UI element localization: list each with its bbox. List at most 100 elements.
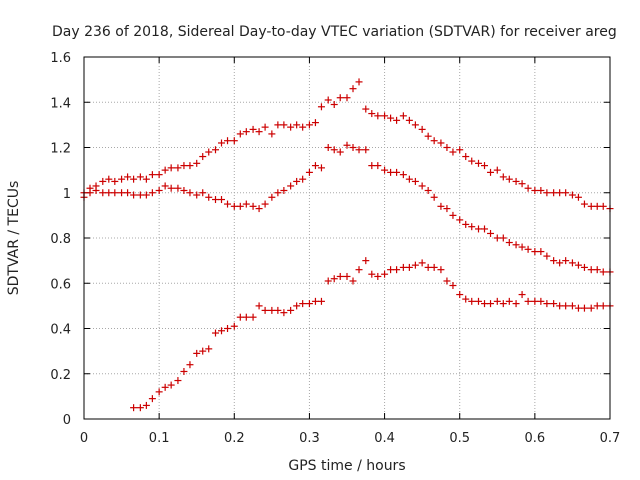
y-tick-label: 1.4 [50,96,71,111]
data-point [430,137,438,145]
data-point [437,202,445,210]
data-point [124,189,132,197]
data-point [411,261,419,269]
data-point [475,225,482,233]
data-point [481,225,489,233]
data-point [475,159,482,167]
data-point [180,186,188,194]
y-tick-label: 1.2 [50,142,71,157]
data-point [411,121,419,129]
data-point [268,130,276,138]
data-point [136,404,144,412]
data-point [193,159,201,167]
data-point [468,157,476,165]
series-middle [80,141,614,276]
data-point [399,171,407,179]
data-point [205,193,213,201]
data-point [349,144,357,151]
data-point [368,270,376,278]
data-point [493,234,501,242]
data-point [118,189,126,197]
data-point [424,186,432,194]
data-point [449,211,457,219]
data-point [556,259,564,267]
data-point [336,272,344,280]
data-point [524,297,532,305]
data-point [355,146,363,154]
data-point [224,200,232,208]
data-point [499,300,507,308]
data-point [599,268,607,276]
data-point [411,177,419,185]
data-point [462,153,470,161]
data-point [224,137,232,145]
data-point [311,162,319,170]
data-point [317,103,325,111]
data-point [512,300,520,308]
data-point [550,300,558,308]
data-point [512,177,520,185]
data-point [512,241,520,249]
x-tick-label: 0.2 [224,431,245,446]
data-point [468,223,476,231]
data-point [167,381,175,389]
data-point [449,282,457,290]
data-point [355,266,363,274]
data-point [274,189,282,197]
data-point [430,193,438,201]
data-point [387,266,395,274]
x-tick-label: 0.1 [149,431,170,446]
data-point [230,202,238,210]
x-tick-label: 0 [80,431,88,446]
data-point [499,173,507,181]
data-point [212,329,219,337]
data-point [218,139,226,147]
x-tick-label: 0.7 [600,431,621,446]
data-point [218,327,226,335]
data-point [336,148,344,156]
data-point [205,345,213,353]
data-point [130,191,138,199]
data-point [317,297,325,305]
data-point [186,189,194,197]
data-point [287,306,295,314]
data-point [105,189,113,197]
data-point [124,173,132,181]
data-point [180,162,188,170]
data-point [499,234,507,242]
data-point [161,182,169,190]
data-point [167,184,175,192]
data-point [174,184,182,192]
data-point [268,306,276,314]
x-tick-label: 0.6 [525,431,546,446]
data-point [518,243,526,251]
data-point [349,85,357,93]
data-point [418,182,426,190]
data-point [587,304,595,312]
data-point [580,200,588,208]
data-point [261,200,269,208]
data-point [86,189,94,197]
data-point [142,175,150,183]
data-point [274,121,282,129]
data-point [580,263,588,271]
data-point [343,141,351,149]
x-tick-label: 0.5 [449,431,470,446]
data-point [368,162,376,170]
data-point [505,175,513,183]
data-point [562,189,570,197]
data-point [393,168,401,176]
data-point [111,189,119,197]
data-point [368,110,376,118]
y-tick-label: 0.4 [50,323,71,338]
data-point [161,166,169,174]
data-point [374,272,382,280]
data-point [418,259,426,267]
data-point [374,162,382,170]
data-point [274,306,282,314]
data-point [424,132,432,140]
data-point [462,295,470,303]
data-point [105,175,113,183]
y-tick-label: 1 [63,187,71,202]
data-point [212,196,219,204]
